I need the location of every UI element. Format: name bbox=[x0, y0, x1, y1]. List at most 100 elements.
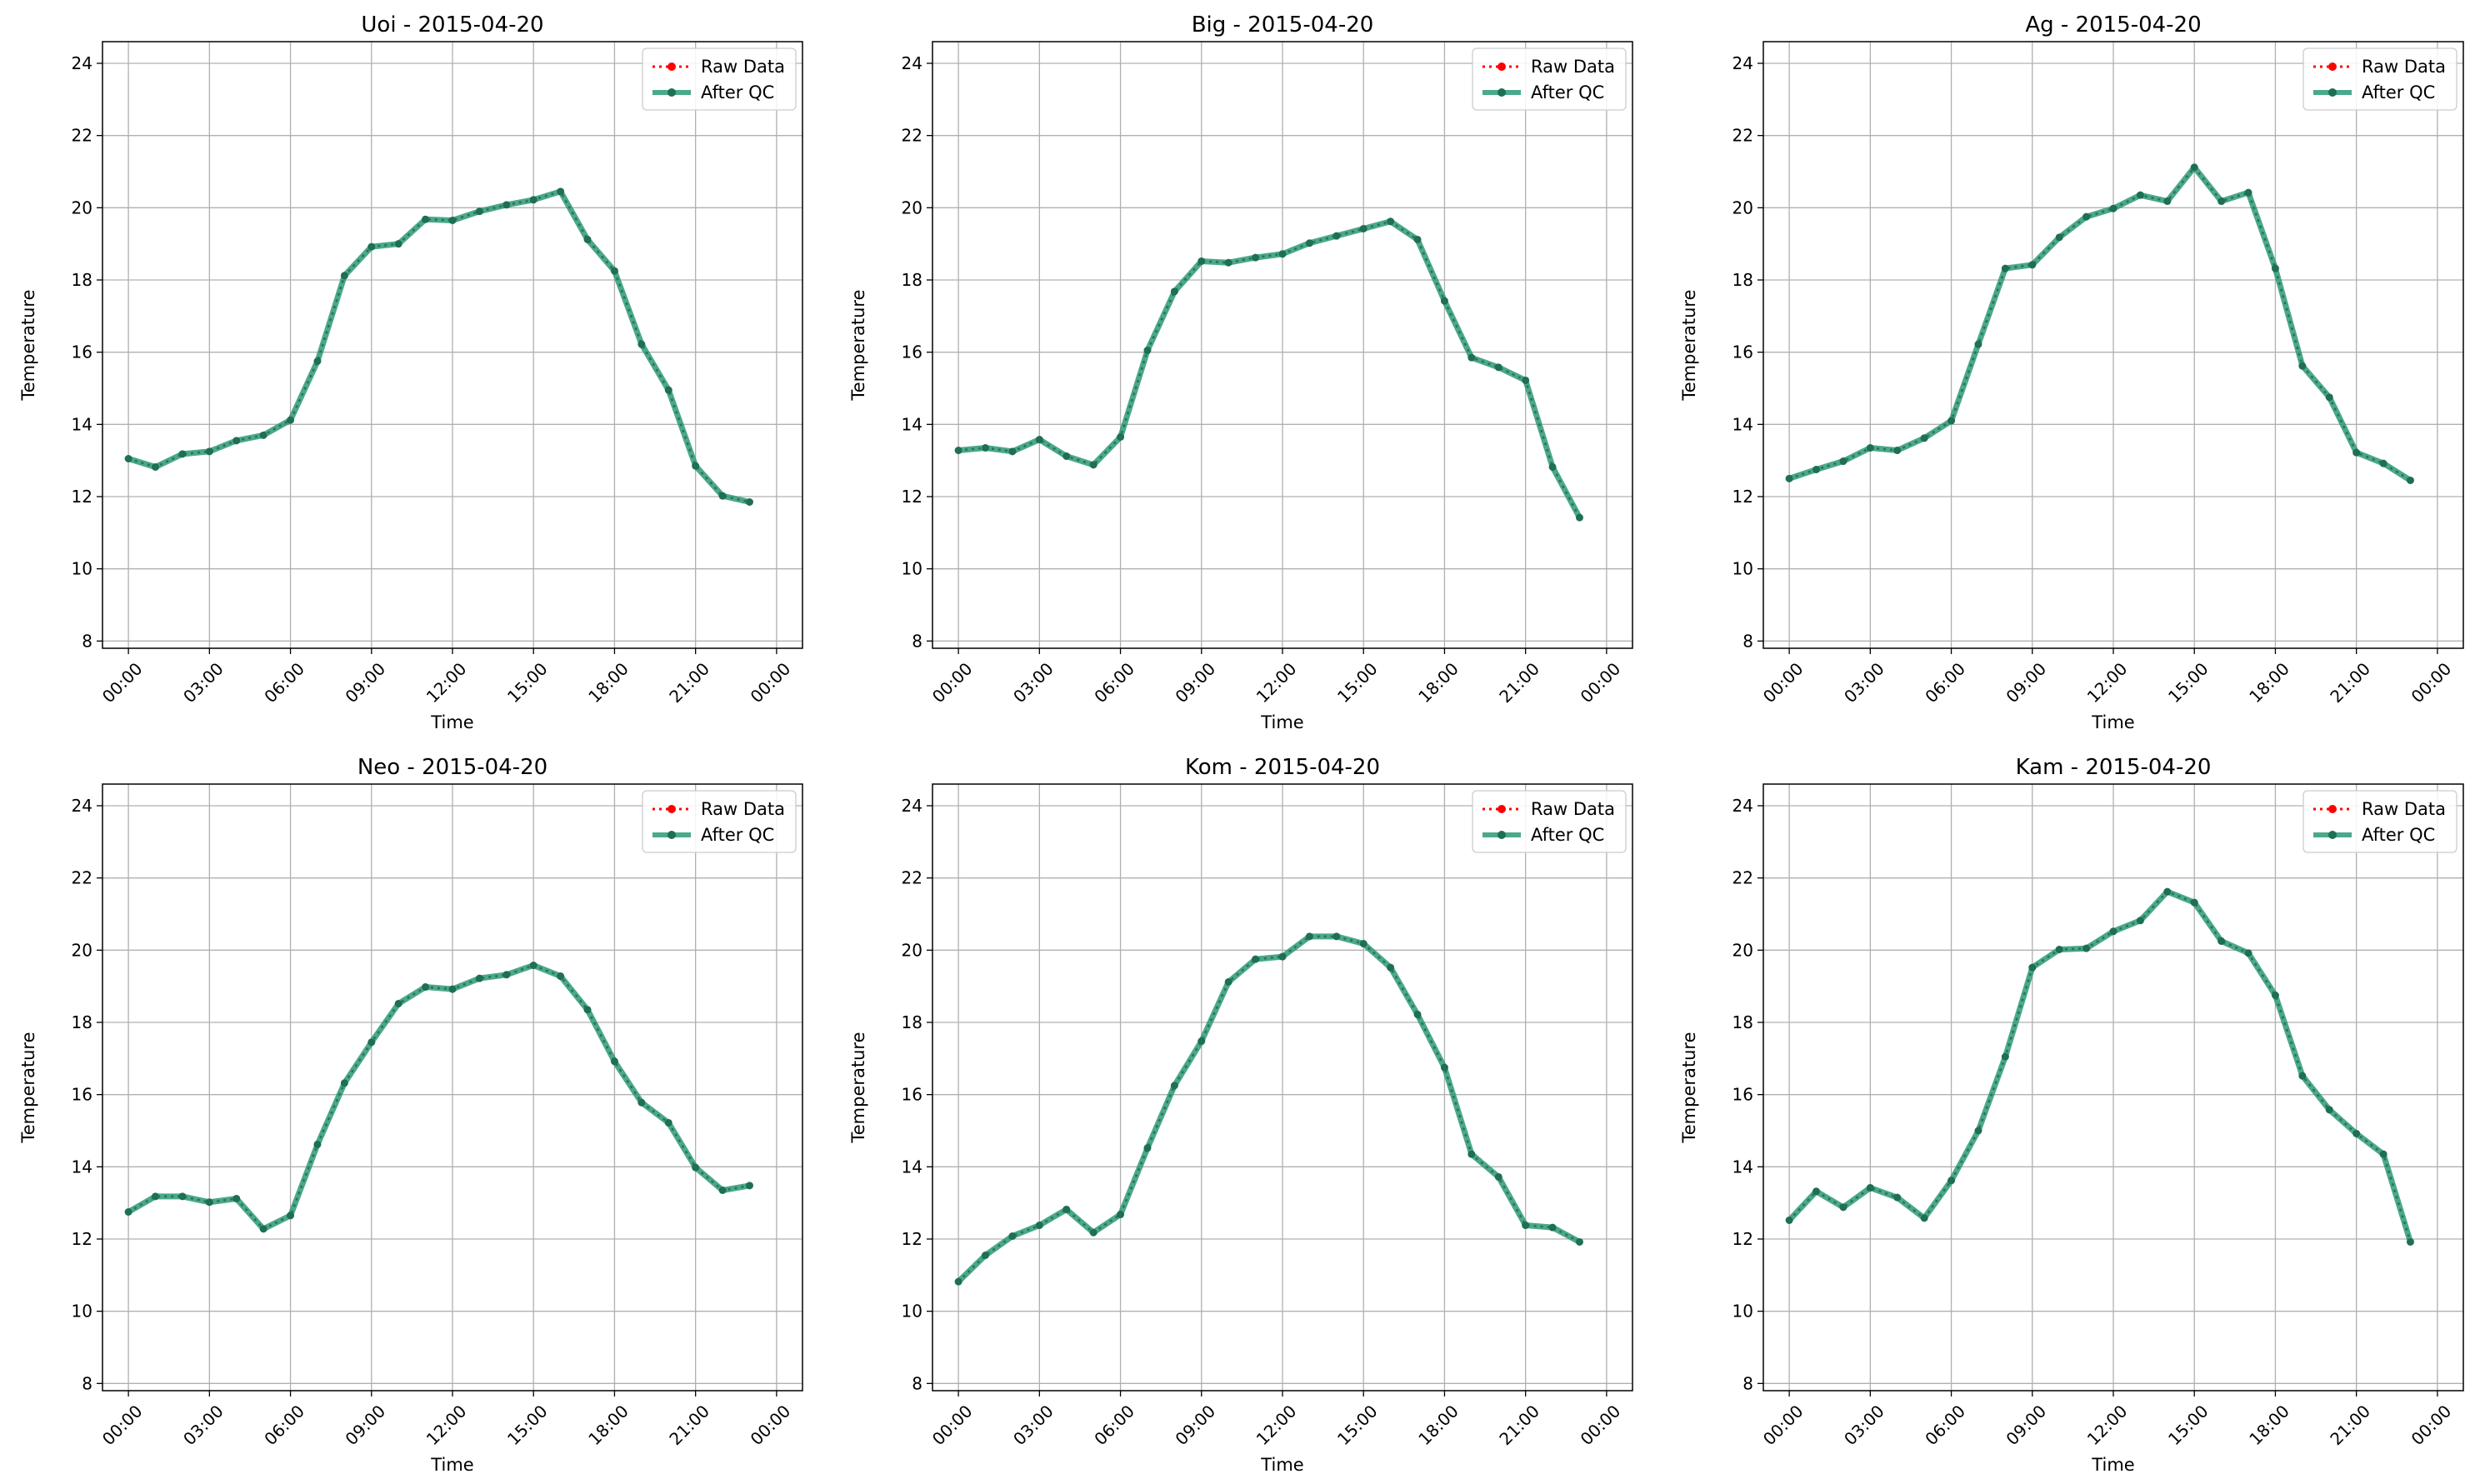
subplot-4: Neo - 2015-04-20 8 10 12 14 16 18 20 22 24 00:00 03… bbox=[18, 755, 803, 1475]
y-tick-label: 24 bbox=[72, 796, 92, 816]
after-qc-point bbox=[340, 272, 348, 280]
x-tick-label: 03:00 bbox=[1009, 1401, 1058, 1449]
after-qc-point bbox=[2082, 944, 2091, 952]
legend-raw-label: Raw Data bbox=[701, 57, 785, 77]
after-qc-point bbox=[1198, 257, 1206, 265]
y-tick-label: 18 bbox=[72, 270, 92, 290]
legend-qc-marker bbox=[668, 88, 676, 97]
y-ticks: 8 10 12 14 16 18 20 22 24 bbox=[902, 796, 932, 1393]
after-qc-point bbox=[2055, 945, 2063, 953]
legend: Raw Data After QC bbox=[642, 790, 797, 853]
grid bbox=[102, 42, 802, 648]
after-qc-point bbox=[1035, 436, 1043, 444]
after-qc-point bbox=[1866, 444, 1874, 452]
y-tick-label: 22 bbox=[902, 868, 922, 888]
subplot-title: Kam - 2015-04-20 bbox=[2016, 755, 2212, 780]
x-ticks: 00:00 03:00 06:00 09:00 12:00 15:00 18:00 21:00… bbox=[98, 1391, 794, 1449]
legend-qc-label: After QC bbox=[1531, 825, 1604, 845]
after-qc-line-overlay bbox=[128, 964, 750, 1231]
x-tick-label: 21:00 bbox=[2326, 1401, 2374, 1449]
series-raw-data bbox=[125, 187, 753, 506]
series-after-qc bbox=[954, 932, 1583, 1286]
after-qc-point bbox=[394, 240, 402, 248]
after-qc-point bbox=[1117, 1211, 1125, 1219]
y-tick-label: 14 bbox=[902, 414, 922, 434]
after-qc-point bbox=[2109, 204, 2118, 212]
subplot-2: Big - 2015-04-20 8 10 12 14 16 18 20 22 24 00:00 03… bbox=[848, 12, 1633, 732]
subplot-5: Kom - 2015-04-20 8 10 12 14 16 18 20 22 24 00:00 03… bbox=[848, 755, 1633, 1475]
after-qc-point bbox=[502, 971, 511, 979]
after-qc-point bbox=[1170, 1082, 1178, 1090]
after-qc-point bbox=[1062, 452, 1071, 460]
y-tick-label: 14 bbox=[1732, 1157, 1753, 1177]
x-ticks: 00:00 03:00 06:00 09:00 12:00 15:00 18:00 21:00… bbox=[1759, 648, 2455, 707]
x-tick-label: 12:00 bbox=[1252, 1401, 1301, 1449]
after-qc-point bbox=[745, 1182, 753, 1190]
after-qc-line bbox=[1787, 888, 2413, 1243]
x-tick-label: 00:00 bbox=[1577, 1401, 1625, 1449]
after-qc-point bbox=[1468, 353, 1476, 362]
after-qc-point bbox=[1062, 1205, 1071, 1213]
after-qc-point bbox=[610, 267, 618, 275]
after-qc-line bbox=[128, 188, 751, 505]
subplot-title: Big - 2015-04-20 bbox=[1192, 12, 1374, 37]
legend-qc-label: After QC bbox=[2362, 82, 2435, 102]
after-qc-point bbox=[692, 462, 700, 470]
x-tick-label: 15:00 bbox=[1333, 658, 1382, 707]
x-tick-label: 12:00 bbox=[2083, 1401, 2132, 1449]
after-qc-point bbox=[1866, 1183, 1874, 1192]
y-tick-label: 18 bbox=[1732, 1012, 1753, 1032]
after-qc-point bbox=[1359, 224, 1368, 232]
grid bbox=[1763, 784, 2463, 1391]
after-qc-point bbox=[1305, 239, 1313, 247]
after-qc-point bbox=[1305, 932, 1313, 941]
y-tick-label: 14 bbox=[902, 1157, 922, 1177]
after-qc-point bbox=[2379, 459, 2388, 467]
x-tick-label: 00:00 bbox=[928, 1401, 977, 1449]
x-tick-label: 03:00 bbox=[1840, 1401, 1888, 1449]
axes-frame bbox=[932, 41, 1633, 649]
after-qc-point bbox=[1008, 447, 1017, 456]
after-qc-point bbox=[1413, 1010, 1422, 1018]
after-qc-point bbox=[394, 999, 402, 1007]
after-qc-point bbox=[982, 444, 990, 452]
subplot-title: Neo - 2015-04-20 bbox=[358, 755, 548, 780]
after-qc-point bbox=[638, 1098, 646, 1107]
x-tick-label: 15:00 bbox=[503, 658, 552, 707]
after-qc-point bbox=[152, 1192, 160, 1201]
after-qc-point bbox=[2218, 197, 2226, 206]
after-qc-point bbox=[502, 201, 511, 209]
after-qc-point bbox=[718, 492, 727, 500]
x-tick-label: 00:00 bbox=[1759, 658, 1808, 707]
after-qc-point bbox=[1332, 932, 1341, 941]
y-tick-label: 20 bbox=[902, 940, 922, 960]
legend-raw-label: Raw Data bbox=[701, 799, 785, 819]
after-qc-point bbox=[422, 215, 430, 223]
x-axis-label: Time bbox=[2091, 712, 2134, 732]
x-tick-label: 15:00 bbox=[503, 1401, 552, 1449]
y-ticks: 8 10 12 14 16 18 20 22 24 bbox=[902, 53, 932, 651]
x-axis-label: Time bbox=[430, 1455, 473, 1475]
y-tick-label: 8 bbox=[1742, 631, 1753, 651]
after-qc-point bbox=[1494, 1172, 1502, 1181]
subplot-3: Ag - 2015-04-20 8 10 12 14 16 18 20 22 24 00:00 03:… bbox=[1679, 12, 2464, 732]
after-qc-point bbox=[205, 447, 213, 456]
after-qc-point bbox=[1522, 1222, 1530, 1230]
y-tick-label: 24 bbox=[72, 53, 92, 73]
after-qc-point bbox=[178, 1192, 187, 1201]
after-qc-point bbox=[1522, 376, 1530, 384]
x-tick-label: 18:00 bbox=[2245, 658, 2293, 707]
x-tick-label: 09:00 bbox=[1171, 658, 1219, 707]
y-tick-label: 24 bbox=[902, 53, 922, 73]
after-qc-point bbox=[1198, 1037, 1206, 1046]
y-tick-label: 18 bbox=[72, 1012, 92, 1032]
legend-raw-label: Raw Data bbox=[1531, 799, 1615, 819]
x-tick-label: 21:00 bbox=[665, 1401, 713, 1449]
raw-data-line bbox=[958, 935, 1581, 1283]
after-qc-point bbox=[2379, 1150, 2388, 1158]
x-tick-label: 03:00 bbox=[179, 658, 228, 707]
legend-raw-marker bbox=[2328, 805, 2337, 813]
raw-data-line bbox=[128, 190, 750, 503]
y-ticks: 8 10 12 14 16 18 20 22 24 bbox=[72, 53, 102, 651]
